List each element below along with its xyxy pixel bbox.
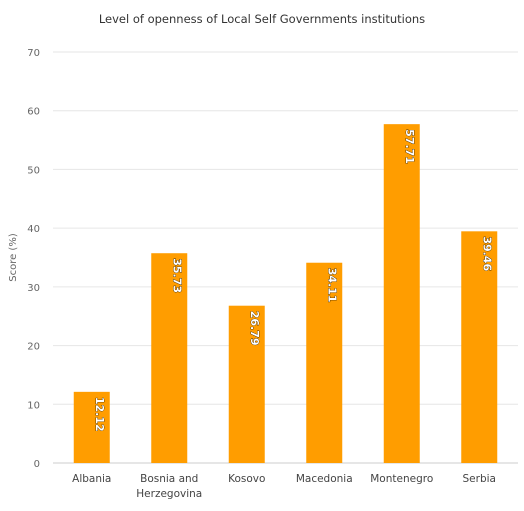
- data-label: 34.11: [325, 268, 338, 303]
- bar: [306, 262, 343, 463]
- x-tick-label: Macedonia: [296, 473, 353, 485]
- bar: [383, 124, 420, 464]
- bar: [151, 253, 188, 463]
- y-tick-label: 0: [34, 459, 40, 470]
- data-label: 57.71: [403, 129, 416, 164]
- y-tick-label: 40: [27, 224, 40, 235]
- x-tick-label: Montenegro: [370, 473, 433, 485]
- data-label: 12.12: [93, 397, 106, 432]
- data-label: 26.79: [248, 311, 261, 346]
- x-tick-label: Serbia: [463, 473, 496, 485]
- y-tick-label: 20: [27, 342, 40, 353]
- y-tick-label: 10: [27, 400, 40, 411]
- x-tick-label: Albania: [72, 473, 111, 485]
- bar: [228, 305, 265, 463]
- y-tick-label: 70: [27, 48, 40, 59]
- x-tick-label: Herzegovina: [136, 488, 202, 500]
- x-tick-label: Kosovo: [228, 473, 265, 485]
- bar: [73, 391, 110, 463]
- chart-title: Level of openness of Local Self Governme…: [98, 12, 426, 26]
- data-label: 35.73: [170, 258, 183, 293]
- y-tick-label: 50: [27, 165, 40, 176]
- y-tick-label: 60: [27, 107, 40, 118]
- y-tick-label: 30: [27, 283, 40, 294]
- bar: [461, 231, 498, 463]
- y-axis-label: Score (%): [8, 233, 19, 282]
- data-label: 39.46: [480, 236, 493, 271]
- x-tick-label: Bosnia and: [140, 473, 198, 485]
